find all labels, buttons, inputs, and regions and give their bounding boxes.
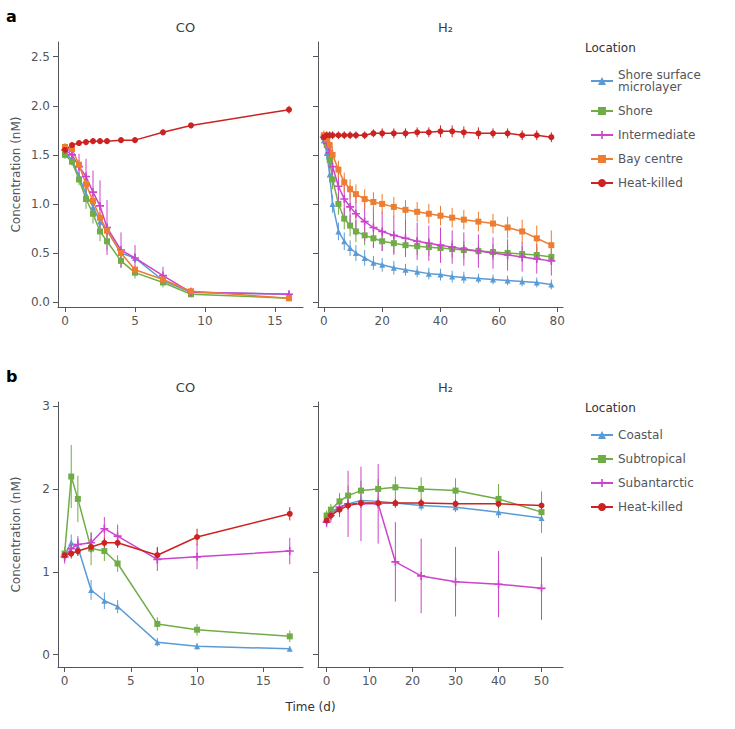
svg-text:Heat-killed: Heat-killed <box>618 176 683 190</box>
svg-text:0.0: 0.0 <box>31 295 50 309</box>
svg-text:Bay centre: Bay centre <box>618 152 683 166</box>
svg-text:Time (d): Time (d) <box>284 700 335 714</box>
svg-text:10: 10 <box>197 314 212 328</box>
svg-text:20: 20 <box>405 674 420 688</box>
svg-text:Shore: Shore <box>618 104 653 118</box>
svg-text:Concentration (nM): Concentration (nM) <box>9 116 23 232</box>
svg-text:0: 0 <box>61 674 69 688</box>
svg-text:0.5: 0.5 <box>31 246 50 260</box>
svg-text:1: 1 <box>42 565 50 579</box>
svg-text:40: 40 <box>491 674 506 688</box>
svg-text:5: 5 <box>127 674 135 688</box>
svg-text:Coastal: Coastal <box>618 428 663 442</box>
svg-text:80: 80 <box>550 314 565 328</box>
svg-text:10: 10 <box>189 674 204 688</box>
svg-text:0: 0 <box>323 674 331 688</box>
svg-text:1.0: 1.0 <box>31 197 50 211</box>
svg-text:2.0: 2.0 <box>31 99 50 113</box>
svg-text:40: 40 <box>433 314 448 328</box>
svg-text:0: 0 <box>61 314 69 328</box>
svg-text:2.5: 2.5 <box>31 50 50 64</box>
svg-text:H₂: H₂ <box>438 380 453 395</box>
svg-text:3: 3 <box>42 399 50 413</box>
svg-text:CO: CO <box>176 380 195 395</box>
svg-text:Subantarctic: Subantarctic <box>618 476 694 490</box>
svg-text:0: 0 <box>320 314 328 328</box>
svg-text:30: 30 <box>448 674 463 688</box>
svg-text:15: 15 <box>256 674 271 688</box>
svg-text:Shore surface: Shore surface <box>618 68 701 82</box>
svg-text:b: b <box>6 367 17 386</box>
svg-text:Heat-killed: Heat-killed <box>618 500 683 514</box>
svg-text:H₂: H₂ <box>438 20 453 35</box>
svg-text:Intermediate: Intermediate <box>618 128 695 142</box>
svg-text:60: 60 <box>491 314 506 328</box>
svg-text:1.5: 1.5 <box>31 148 50 162</box>
svg-text:Subtropical: Subtropical <box>618 452 686 466</box>
svg-text:2: 2 <box>42 482 50 496</box>
svg-text:10: 10 <box>362 674 377 688</box>
svg-text:a: a <box>6 7 17 26</box>
svg-text:15: 15 <box>267 314 282 328</box>
svg-text:Location: Location <box>585 41 636 55</box>
svg-text:microlayer: microlayer <box>618 80 682 94</box>
svg-text:Location: Location <box>585 401 636 415</box>
svg-text:0: 0 <box>42 648 50 662</box>
svg-text:20: 20 <box>375 314 390 328</box>
svg-text:CO: CO <box>176 20 195 35</box>
svg-text:50: 50 <box>534 674 549 688</box>
svg-text:Concentration (nM): Concentration (nM) <box>9 476 23 592</box>
svg-text:5: 5 <box>131 314 139 328</box>
